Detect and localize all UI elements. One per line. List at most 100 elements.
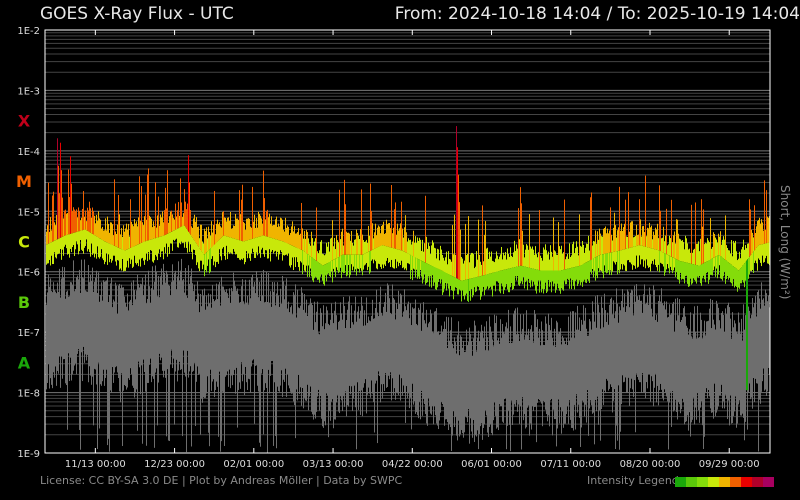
- short-flux-column: [244, 304, 245, 396]
- long-flux-column: [412, 255, 413, 281]
- short-flux-column: [675, 298, 676, 400]
- long-flux-column: [117, 247, 118, 261]
- long-flux-column: [116, 246, 117, 266]
- short-flux-column: [292, 314, 293, 394]
- long-flux-column: [159, 225, 160, 237]
- long-flux-column: [475, 277, 476, 293]
- long-flux-column: [576, 266, 577, 280]
- long-flux-column: [206, 227, 207, 253]
- long-flux-column: [462, 258, 463, 281]
- long-flux-column: [128, 248, 129, 268]
- short-flux-column: [431, 313, 432, 415]
- long-flux-column: [130, 247, 131, 264]
- long-flux-column: [312, 238, 313, 258]
- short-flux-column: [497, 340, 498, 428]
- long-flux-column: [713, 232, 714, 258]
- long-flux-column: [293, 246, 294, 270]
- long-flux-column: [367, 242, 368, 253]
- long-flux-column: [498, 271, 499, 283]
- long-flux-column: [66, 213, 67, 236]
- long-flux-column: [675, 243, 676, 259]
- long-flux-column: [333, 259, 334, 269]
- short-flux-column: [373, 318, 374, 402]
- short-flux-column: [228, 297, 229, 387]
- long-flux-column: [758, 219, 759, 246]
- long-flux-column: [515, 250, 516, 267]
- long-flux-column: [406, 252, 407, 271]
- short-flux-column: [53, 282, 54, 373]
- short-flux-column: [591, 329, 592, 406]
- long-flux-column: [586, 243, 587, 263]
- long-flux-column: [421, 260, 422, 277]
- long-flux-column: [290, 244, 291, 268]
- long-flux-column: [531, 268, 532, 281]
- long-flux-column: [105, 241, 106, 262]
- long-flux-column: [198, 246, 199, 269]
- long-flux-column: [543, 270, 544, 294]
- short-flux-column: [505, 326, 506, 399]
- long-flux-column: [513, 252, 514, 268]
- short-flux-column: [684, 306, 685, 425]
- long-flux-column: [263, 235, 264, 255]
- long-flux-column: [731, 240, 732, 265]
- long-flux-column: [50, 242, 51, 266]
- long-flux-column: [258, 236, 259, 247]
- short-flux-column: [530, 329, 531, 424]
- long-flux-column: [101, 239, 102, 250]
- short-flux-column: [495, 323, 496, 416]
- long-flux-column: [630, 247, 631, 263]
- short-flux-column: [736, 331, 737, 428]
- long-flux-column: [173, 230, 174, 240]
- short-flux-column: [640, 300, 641, 383]
- long-flux-column: [311, 231, 312, 258]
- short-flux-column: [515, 308, 516, 407]
- long-flux-column: [418, 259, 419, 277]
- long-flux-column: [448, 274, 449, 289]
- long-flux-column: [621, 223, 622, 251]
- long-flux-column: [730, 263, 731, 283]
- short-flux-column: [753, 307, 754, 379]
- long-flux-column: [307, 232, 308, 254]
- long-flux-column: [352, 242, 353, 255]
- long-flux-column: [563, 252, 564, 270]
- short-flux-column: [723, 315, 724, 402]
- long-flux-column: [51, 242, 52, 256]
- short-flux-column: [568, 316, 569, 424]
- long-flux-column: [372, 249, 373, 260]
- long-flux-column: [221, 227, 222, 238]
- short-flux-column: [90, 274, 91, 376]
- short-flux-column: [66, 291, 67, 386]
- short-flux-column: [305, 312, 306, 401]
- long-flux-column: [389, 222, 390, 248]
- long-flux-column: [655, 227, 656, 250]
- short-flux-column: [222, 286, 223, 392]
- long-flux-column: [750, 209, 751, 256]
- long-flux-column: [538, 269, 539, 281]
- long-flux-column: [203, 243, 204, 255]
- long-flux-column: [74, 232, 75, 257]
- long-flux-column: [118, 247, 119, 261]
- short-flux-column: [342, 319, 343, 412]
- long-flux-column: [527, 267, 528, 291]
- long-flux-column: [265, 219, 266, 237]
- short-flux-column: [121, 284, 122, 374]
- long-flux-column: [172, 231, 173, 251]
- short-flux-column: [302, 292, 303, 388]
- long-flux-column: [497, 255, 498, 272]
- long-flux-column: [214, 244, 215, 262]
- short-flux-column: [286, 278, 287, 397]
- short-flux-column: [411, 325, 412, 430]
- short-flux-column: [94, 282, 95, 369]
- long-flux-column: [222, 212, 223, 237]
- long-flux-column: [56, 239, 57, 259]
- long-flux-column: [190, 210, 191, 235]
- short-flux-column: [263, 269, 264, 435]
- long-flux-column: [765, 229, 766, 244]
- long-flux-column: [429, 246, 430, 265]
- short-flux-column: [164, 272, 165, 371]
- long-flux-column: [768, 242, 769, 264]
- short-flux-column: [160, 276, 161, 361]
- long-flux-column: [706, 243, 707, 262]
- short-flux-column: [674, 332, 675, 411]
- short-flux-column: [407, 304, 408, 399]
